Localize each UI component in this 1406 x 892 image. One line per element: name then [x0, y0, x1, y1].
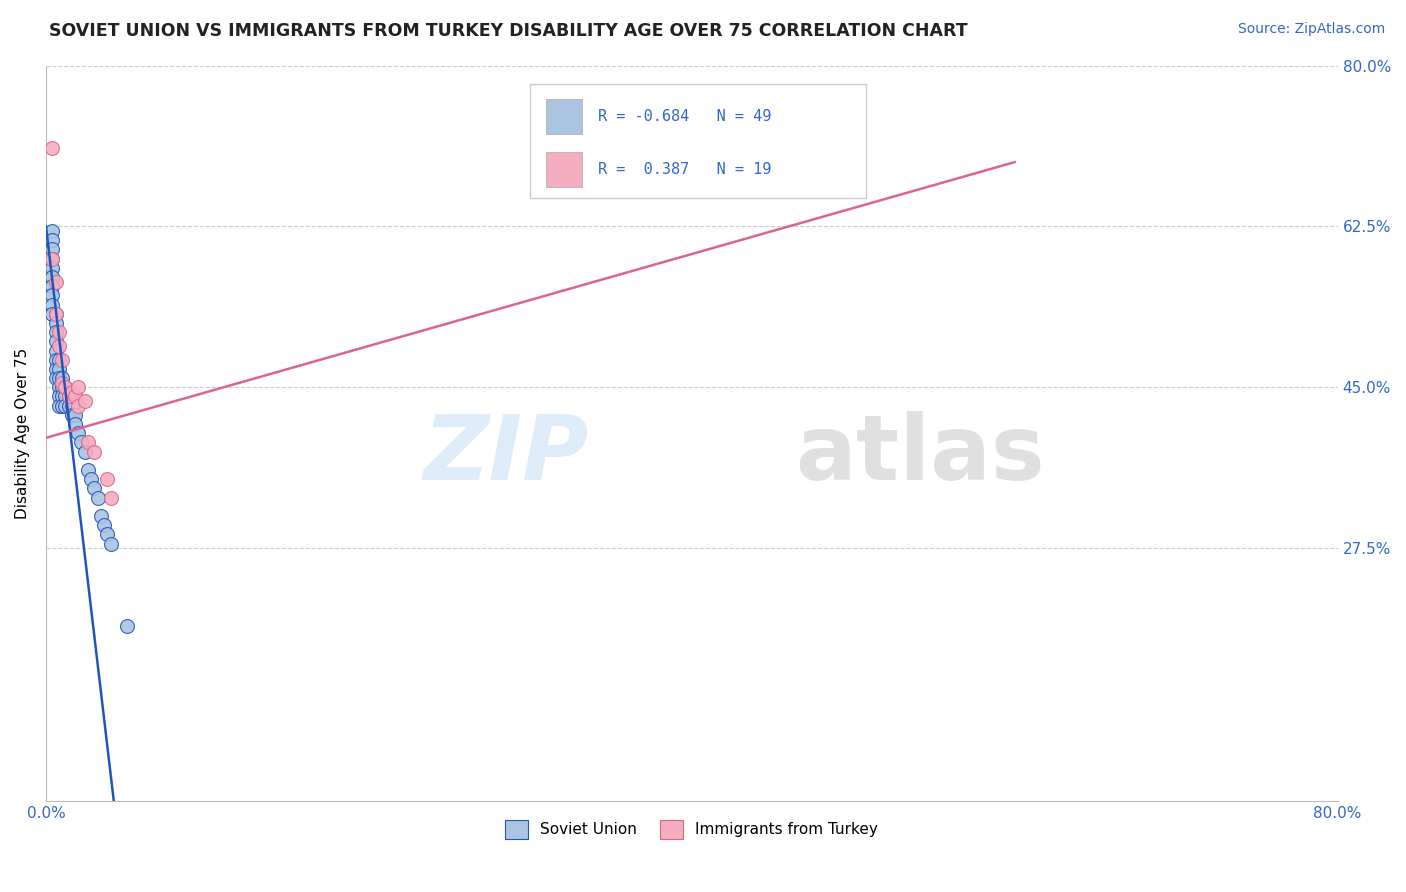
Point: [100, 491, 122, 505]
Text: SOVIET UNION VS IMMIGRANTS FROM TURKEY DISABILITY AGE OVER 75 CORRELATION CHART: SOVIET UNION VS IMMIGRANTS FROM TURKEY D…: [49, 22, 967, 40]
FancyBboxPatch shape: [530, 84, 866, 198]
Point: [58, 399, 80, 413]
Text: ZIP: ZIP: [423, 411, 589, 500]
Point: [45, 362, 67, 376]
Point: [41, 224, 63, 238]
Point: [96, 472, 118, 486]
Point: [48, 399, 70, 413]
Point: [45, 352, 67, 367]
Point: [45, 334, 67, 349]
Point: [100, 536, 122, 550]
Point: [53, 389, 76, 403]
Point: [51, 399, 73, 413]
Point: [48, 380, 70, 394]
Point: [51, 389, 73, 403]
Point: [86, 491, 108, 505]
Point: [67, 399, 90, 413]
Point: [41, 252, 63, 266]
Y-axis label: Disability Age Over 75: Disability Age Over 75: [15, 348, 30, 519]
Point: [41, 297, 63, 311]
Point: [51, 371, 73, 385]
Point: [67, 426, 90, 441]
Point: [93, 518, 115, 533]
Bar: [546, 152, 582, 187]
Text: R =  0.387   N = 19: R = 0.387 N = 19: [598, 161, 770, 177]
Point: [83, 482, 105, 496]
Point: [73, 444, 96, 458]
Point: [67, 380, 90, 394]
Point: [48, 362, 70, 376]
Point: [41, 243, 63, 257]
Point: [63, 389, 86, 403]
Point: [115, 619, 138, 633]
Point: [41, 252, 63, 266]
Point: [53, 399, 76, 413]
Point: [45, 307, 67, 321]
Point: [96, 527, 118, 541]
Point: [41, 233, 63, 247]
Point: [53, 380, 76, 394]
Point: [48, 371, 70, 385]
Point: [45, 316, 67, 330]
Text: Source: ZipAtlas.com: Source: ZipAtlas.com: [1237, 22, 1385, 37]
Point: [83, 444, 105, 458]
Point: [48, 352, 70, 367]
Point: [63, 417, 86, 431]
Text: R = -0.684   N = 49: R = -0.684 N = 49: [598, 109, 770, 124]
Point: [60, 384, 83, 399]
Point: [41, 279, 63, 293]
Bar: [546, 99, 582, 134]
Point: [41, 270, 63, 285]
Point: [45, 307, 67, 321]
Point: [70, 435, 93, 450]
Point: [58, 389, 80, 403]
Point: [60, 399, 83, 413]
Point: [77, 463, 100, 477]
Point: [45, 371, 67, 385]
Point: [48, 339, 70, 353]
Point: [41, 260, 63, 275]
Point: [48, 325, 70, 339]
Point: [80, 472, 103, 486]
Point: [60, 408, 83, 422]
Point: [58, 389, 80, 403]
Point: [41, 288, 63, 302]
Point: [48, 389, 70, 403]
Point: [41, 307, 63, 321]
Legend: Soviet Union, Immigrants from Turkey: Soviet Union, Immigrants from Turkey: [499, 814, 884, 845]
Point: [45, 343, 67, 358]
Point: [41, 141, 63, 155]
Point: [51, 380, 73, 394]
Point: [63, 408, 86, 422]
Point: [45, 275, 67, 289]
Point: [51, 352, 73, 367]
Point: [77, 435, 100, 450]
Point: [73, 394, 96, 409]
Point: [45, 325, 67, 339]
Point: [53, 380, 76, 394]
Point: [51, 376, 73, 390]
Point: [90, 508, 112, 523]
Text: atlas: atlas: [796, 411, 1045, 500]
